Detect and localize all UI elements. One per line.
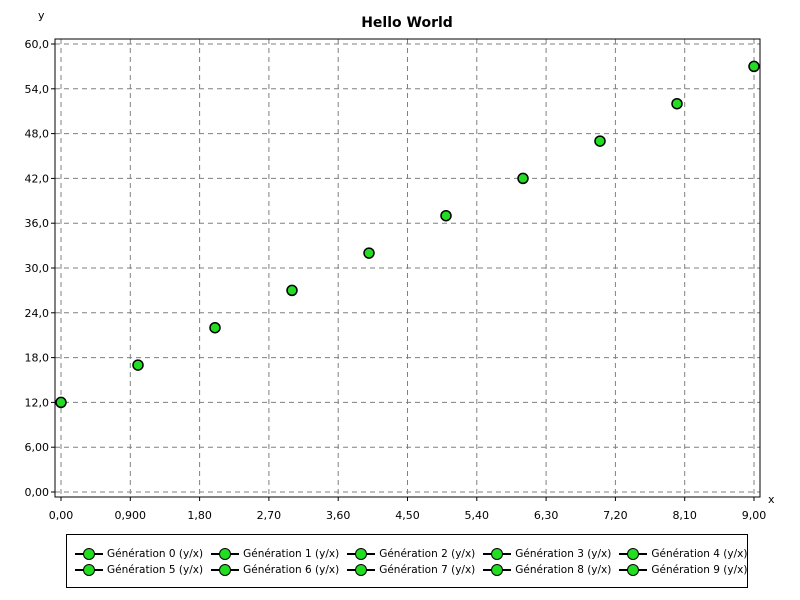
x-tick-label: 3,60 bbox=[326, 509, 351, 522]
legend-item: Génération 5 (y/x) bbox=[75, 564, 203, 576]
legend-marker bbox=[619, 564, 648, 576]
x-tick-label: 7,20 bbox=[603, 509, 628, 522]
y-tick-label: 6,00 bbox=[25, 441, 50, 454]
y-tick-label: 0,00 bbox=[25, 486, 50, 499]
y-tick-label: 42,0 bbox=[25, 172, 50, 185]
legend-item: Génération 2 (y/x) bbox=[347, 548, 475, 560]
y-tick-label: 48,0 bbox=[25, 128, 50, 141]
data-point bbox=[363, 247, 375, 259]
tick-labels: 0,00 0,900 1,80 2,70 3,60 4,50 5,40 6,30 7,20 8,1… bbox=[25, 38, 767, 522]
legend-marker bbox=[75, 548, 103, 560]
y-tick-label: 12,0 bbox=[25, 396, 50, 409]
legend-label: Génération 0 (y/x) bbox=[107, 548, 204, 560]
data-point bbox=[748, 60, 760, 73]
legend-item: Génération 9 (y/x) bbox=[619, 564, 747, 576]
legend-marker bbox=[483, 548, 512, 560]
grid bbox=[55, 39, 760, 497]
x-axis-label: x bbox=[768, 493, 775, 506]
legend-item: Génération 6 (y/x) bbox=[211, 564, 339, 576]
y-tick-label: 24,0 bbox=[25, 307, 50, 320]
legend-label: Génération 8 (y/x) bbox=[515, 564, 612, 576]
legend-item: Génération 7 (y/x) bbox=[347, 564, 475, 576]
x-tick-label: 0,00 bbox=[49, 509, 74, 522]
y-tick-label: 18,0 bbox=[25, 352, 50, 365]
x-tick-label: 0,900 bbox=[115, 509, 147, 522]
y-axis-label: y bbox=[38, 9, 45, 22]
x-tick-label: 9,00 bbox=[742, 509, 767, 522]
legend-item: Génération 8 (y/x) bbox=[483, 564, 611, 576]
data-points bbox=[55, 60, 760, 409]
legend-label: Génération 9 (y/x) bbox=[651, 564, 748, 576]
legend-marker bbox=[483, 564, 512, 576]
legend-label: Génération 7 (y/x) bbox=[379, 564, 476, 576]
chart-title: Hello World bbox=[361, 15, 453, 31]
x-tick-label: 5,40 bbox=[465, 509, 490, 522]
x-tick-label: 4,50 bbox=[395, 509, 420, 522]
legend-marker bbox=[347, 564, 376, 576]
y-tick-label: 36,0 bbox=[25, 217, 50, 230]
data-point bbox=[594, 135, 606, 147]
legend-marker bbox=[619, 548, 648, 560]
x-tick-label: 2,70 bbox=[257, 509, 282, 522]
data-point bbox=[209, 321, 221, 334]
legend-label: Génération 3 (y/x) bbox=[515, 548, 612, 560]
legend-marker bbox=[211, 564, 240, 576]
legend-marker bbox=[75, 564, 103, 576]
y-tick-label: 60,0 bbox=[25, 38, 50, 51]
y-tick-label: 30,0 bbox=[25, 262, 50, 275]
legend-item: Génération 1 (y/x) bbox=[211, 548, 339, 560]
data-point bbox=[132, 359, 144, 371]
legend-marker bbox=[347, 548, 376, 560]
data-point bbox=[671, 97, 683, 110]
legend-label: Génération 6 (y/x) bbox=[243, 564, 340, 576]
scatter-chart: Hello World y x 0,00 0,900 1,80 2,70 3,60 4,5… bbox=[25, 9, 776, 522]
legend-label: Génération 2 (y/x) bbox=[379, 548, 476, 560]
legend-item: Génération 4 (y/x) bbox=[619, 548, 747, 560]
legend-item: Génération 3 (y/x) bbox=[483, 548, 611, 560]
data-point bbox=[517, 172, 529, 185]
legend-label: Génération 1 (y/x) bbox=[243, 548, 340, 560]
axes bbox=[51, 38, 761, 501]
legend-item: Génération 0 (y/x) bbox=[75, 548, 203, 560]
legend-marker bbox=[211, 548, 240, 560]
legend: Génération 0 (y/x) Génération 1 (y/x) Géné… bbox=[66, 534, 748, 588]
x-tick-label: 6,30 bbox=[534, 509, 559, 522]
x-tick-label: 8,10 bbox=[672, 509, 697, 522]
data-point bbox=[440, 209, 452, 222]
data-point bbox=[286, 284, 298, 297]
legend-label: Génération 5 (y/x) bbox=[107, 564, 204, 576]
y-tick-label: 54,0 bbox=[25, 83, 50, 96]
legend-label: Génération 4 (y/x) bbox=[651, 548, 748, 560]
x-tick-label: 1,80 bbox=[187, 509, 212, 522]
data-point bbox=[55, 396, 67, 409]
